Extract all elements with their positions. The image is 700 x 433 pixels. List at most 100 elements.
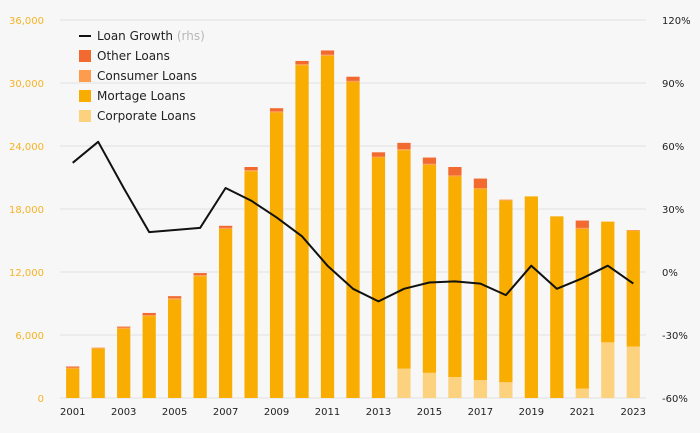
legend-swatch-corporate-loans bbox=[79, 110, 91, 122]
x-axis-ticks: 2001 2003 2005 2007 2009 2011 2013 2015 2017 2019… bbox=[60, 407, 646, 418]
legend-label-loan-growth: Loan Growth (rhs) bbox=[97, 29, 205, 43]
x-axis-tick-label: 2023 bbox=[621, 407, 646, 418]
bar-mortage-loans bbox=[218, 228, 233, 398]
bar-corporate-loans bbox=[499, 382, 513, 398]
bar-mortage-loans bbox=[91, 348, 105, 398]
bar-other-loans bbox=[346, 76, 360, 81]
bar-consumer-loans bbox=[422, 163, 437, 165]
legend-label-corporate-loans: Corporate Loans bbox=[97, 109, 196, 123]
bar-consumer-loans bbox=[91, 347, 105, 349]
bar-corporate-loans bbox=[473, 380, 488, 398]
bar-consumer-loans bbox=[397, 149, 411, 151]
legend-label-other-loans: Other Loans bbox=[97, 49, 170, 63]
bar-mortage-loans bbox=[524, 196, 538, 398]
bar-mortage-loans bbox=[422, 164, 437, 373]
bar-other-loans bbox=[448, 167, 462, 176]
bar-mortage-loans bbox=[168, 299, 182, 398]
bar-consumer-loans bbox=[473, 188, 488, 190]
right-axis-tick-label: 60% bbox=[662, 142, 684, 153]
bar-corporate-loans bbox=[448, 377, 462, 398]
bar-other-loans bbox=[168, 296, 182, 299]
right-axis-tick-label: 90% bbox=[662, 79, 684, 90]
x-axis-tick-label: 2019 bbox=[519, 407, 544, 418]
right-axis-tick-label: 30% bbox=[662, 205, 684, 216]
legend: Loan Growth (rhs) Other Loans Consumer Loa… bbox=[79, 29, 205, 123]
bar-mortage-loans bbox=[550, 216, 564, 398]
bar-mortage-loans bbox=[601, 221, 615, 343]
left-axis-tick-label: 36,000 bbox=[9, 16, 44, 27]
x-axis-tick-label: 2009 bbox=[264, 407, 289, 418]
bar-other-loans bbox=[269, 108, 284, 112]
right-axis-tick-label: -30% bbox=[662, 331, 688, 342]
bar-consumer-loans bbox=[371, 156, 386, 158]
bar-corporate-loans bbox=[626, 346, 640, 398]
bar-other-loans bbox=[66, 366, 80, 368]
bar-other-loans bbox=[218, 225, 233, 228]
bar-mortage-loans bbox=[397, 150, 411, 369]
bar-consumer-loans bbox=[117, 327, 131, 329]
bar-other-loans bbox=[244, 167, 258, 171]
stacked-bars bbox=[66, 50, 640, 399]
loan-growth-line-group bbox=[72, 140, 634, 303]
bar-consumer-loans bbox=[320, 54, 335, 56]
bar-mortage-loans bbox=[320, 55, 335, 398]
bar-consumer-loans bbox=[346, 80, 360, 82]
right-axis-tick-label: 120% bbox=[662, 16, 691, 27]
bar-other-loans bbox=[473, 178, 488, 188]
bar-consumer-loans bbox=[295, 64, 309, 66]
right-axis-tick-label: 0% bbox=[662, 268, 678, 279]
legend-label-suffix: (rhs) bbox=[177, 29, 205, 43]
bar-other-loans bbox=[320, 50, 335, 55]
bar-mortage-loans bbox=[626, 231, 640, 347]
x-axis-tick-label: 2001 bbox=[60, 407, 85, 418]
legend-swatch-other-loans bbox=[79, 50, 91, 62]
bar-mortage-loans bbox=[371, 157, 386, 398]
x-axis-tick-label: 2017 bbox=[468, 407, 493, 418]
bar-mortage-loans bbox=[269, 112, 284, 399]
x-axis-tick-label: 2021 bbox=[570, 407, 595, 418]
bar-consumer-loans bbox=[218, 227, 233, 229]
left-axis-ticks: 0 6,000 12,000 18,000 24,000 30,000 36,000 bbox=[9, 16, 44, 405]
legend-label-consumer-loans: Consumer Loans bbox=[97, 69, 197, 83]
left-axis-tick-label: 6,000 bbox=[15, 331, 44, 342]
bar-corporate-loans bbox=[575, 388, 589, 398]
x-axis-tick-label: 2015 bbox=[417, 407, 442, 418]
legend-label-mortage-loans: Mortage Loans bbox=[97, 89, 186, 103]
bar-mortage-loans bbox=[244, 171, 258, 398]
loan-growth-line bbox=[72, 140, 634, 303]
legend-swatch-consumer-loans bbox=[79, 70, 91, 82]
bar-consumer-loans bbox=[244, 170, 258, 172]
bar-corporate-loans bbox=[397, 368, 411, 398]
bar-mortage-loans bbox=[499, 200, 513, 383]
left-axis-tick-label: 18,000 bbox=[9, 205, 44, 216]
bar-other-loans bbox=[422, 157, 437, 164]
bar-consumer-loans bbox=[193, 275, 207, 277]
legend-swatch-mortage-loans bbox=[79, 90, 91, 102]
bar-other-loans bbox=[117, 326, 131, 328]
bar-other-loans bbox=[575, 220, 589, 228]
bar-mortage-loans bbox=[295, 65, 309, 399]
bar-consumer-loans bbox=[269, 111, 284, 113]
bar-mortage-loans bbox=[448, 176, 462, 377]
left-axis-tick-label: 12,000 bbox=[9, 268, 44, 279]
bar-mortage-loans bbox=[575, 228, 589, 389]
bar-mortage-loans bbox=[66, 368, 80, 398]
left-axis-tick-label: 0 bbox=[38, 394, 44, 405]
x-axis-tick-label: 2011 bbox=[315, 407, 340, 418]
left-axis-tick-label: 24,000 bbox=[9, 142, 44, 153]
bar-consumer-loans bbox=[448, 175, 462, 177]
bar-corporate-loans bbox=[422, 372, 437, 398]
bar-corporate-loans bbox=[601, 342, 615, 398]
bar-mortage-loans bbox=[193, 276, 207, 398]
bar-consumer-loans bbox=[168, 298, 182, 300]
bar-other-loans bbox=[193, 273, 207, 276]
bar-other-loans bbox=[371, 152, 386, 157]
bar-consumer-loans bbox=[575, 227, 589, 229]
right-axis-ticks: -60% -30% 0% 30% 60% 90% 120% bbox=[662, 16, 691, 405]
bar-other-loans bbox=[397, 142, 411, 150]
bar-mortage-loans bbox=[142, 316, 156, 398]
bar-consumer-loans bbox=[66, 367, 80, 369]
x-axis-tick-label: 2005 bbox=[162, 407, 187, 418]
x-axis-tick-label: 2013 bbox=[366, 407, 391, 418]
